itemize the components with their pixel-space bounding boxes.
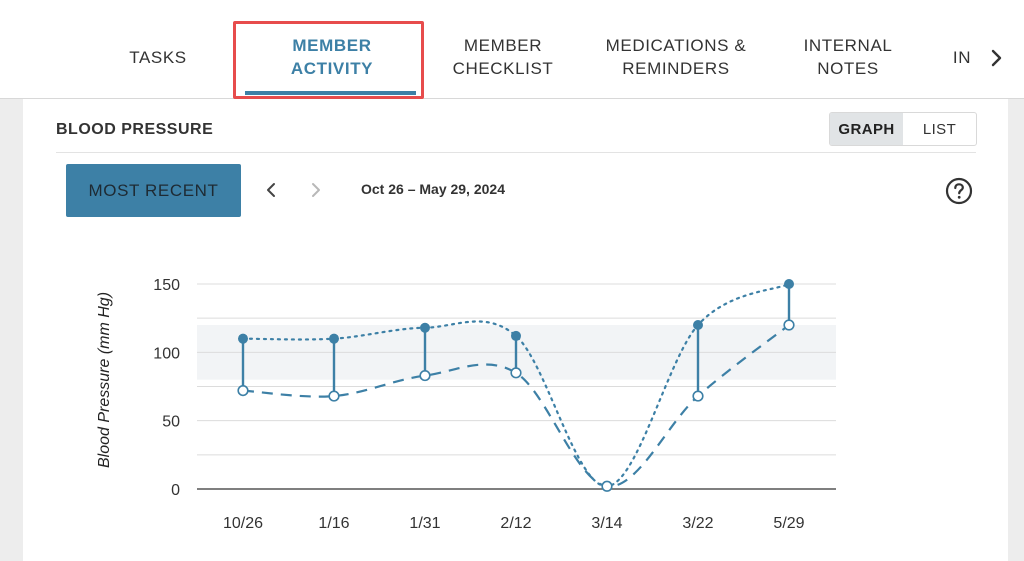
tab-tasks[interactable]: TASKS xyxy=(120,46,196,69)
tab-bar: TASKS MEMBER ACTIVITY MEMBER CHECKLIST M… xyxy=(0,0,1024,99)
tab-member-activity[interactable]: MEMBER ACTIVITY xyxy=(262,34,402,80)
tab-internal-notes[interactable]: INTERNAL NOTES xyxy=(793,34,903,80)
tab-label-line1: INTERNAL xyxy=(803,36,893,55)
question-circle-icon[interactable] xyxy=(945,177,973,205)
card-title: BLOOD PRESSURE xyxy=(56,121,214,138)
active-tab-indicator xyxy=(245,91,416,95)
tab-member-checklist[interactable]: MEMBER CHECKLIST xyxy=(443,34,563,80)
tab-overflow-partial[interactable]: IN xyxy=(948,46,976,69)
tab-label-line1: MEMBER xyxy=(292,36,372,55)
chevron-right-icon[interactable] xyxy=(308,180,324,200)
graph-toggle-button[interactable]: GRAPH xyxy=(830,113,903,145)
tab-label-line1: MEMBER xyxy=(463,36,543,55)
tab-label-line1: TASKS xyxy=(129,48,187,67)
tab-label-line2: ACTIVITY xyxy=(290,59,374,78)
blood-pressure-card: BLOOD PRESSURE GRAPH LIST MOST RECENT Oc… xyxy=(23,99,1008,561)
chevron-right-icon[interactable] xyxy=(987,44,1007,72)
most-recent-button[interactable]: MOST RECENT xyxy=(66,164,241,217)
list-toggle-button[interactable]: LIST xyxy=(922,120,957,138)
tab-label-line1: IN xyxy=(952,48,972,67)
tab-label-line2: REMINDERS xyxy=(622,59,730,78)
date-range-label: Oct 26 – May 29, 2024 xyxy=(361,181,505,197)
chevron-left-icon[interactable] xyxy=(264,180,280,200)
tab-label-line1: MEDICATIONS & xyxy=(605,36,747,55)
tab-medications-reminders[interactable]: MEDICATIONS & REMINDERS xyxy=(596,34,756,80)
view-toggle: GRAPH LIST xyxy=(829,112,977,146)
tab-label-line2: CHECKLIST xyxy=(452,59,554,78)
highlight-box xyxy=(233,21,424,99)
divider xyxy=(56,152,976,153)
tab-label-line2: NOTES xyxy=(817,59,879,78)
